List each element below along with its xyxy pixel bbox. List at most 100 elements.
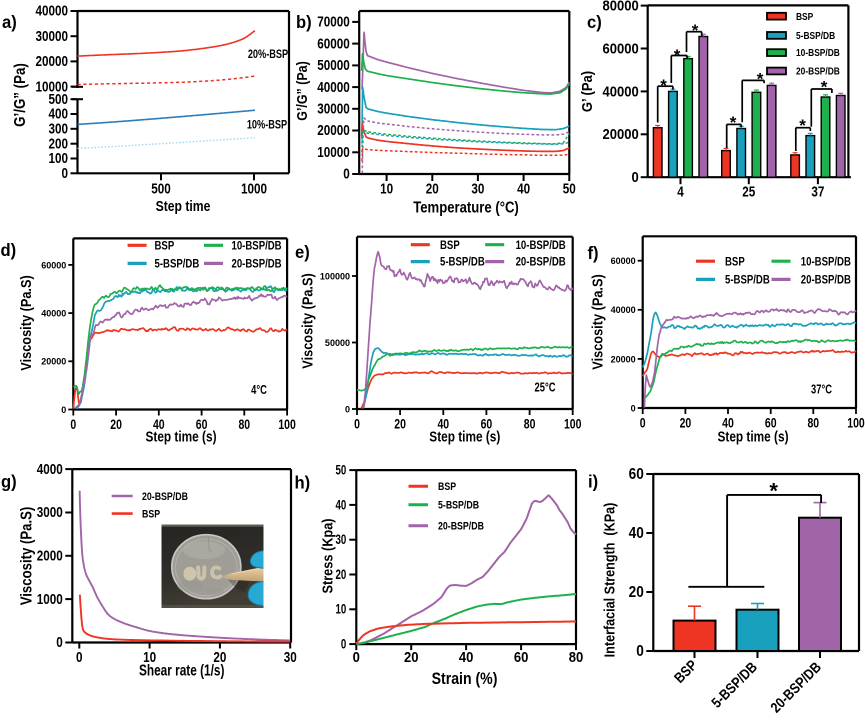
svg-text:37: 37 (811, 183, 824, 200)
svg-text:*: * (660, 76, 667, 95)
svg-text:40: 40 (459, 649, 474, 665)
svg-text:g): g) (1, 472, 17, 491)
svg-text:100000: 100000 (320, 271, 350, 281)
svg-text:60000: 60000 (317, 35, 350, 52)
svg-text:4: 4 (677, 183, 684, 200)
svg-text:BSP: BSP (796, 11, 814, 23)
svg-text:200: 200 (48, 135, 68, 152)
svg-text:10: 10 (380, 180, 393, 197)
svg-text:0: 0 (631, 168, 638, 185)
svg-text:10-BSP/DB: 10-BSP/DB (801, 255, 851, 268)
svg-text:50000: 50000 (317, 57, 350, 74)
svg-text:2000: 2000 (37, 547, 63, 564)
svg-text:*: * (769, 478, 778, 503)
svg-text:60000: 60000 (602, 40, 638, 57)
svg-text:30: 30 (335, 533, 346, 548)
svg-text:40000: 40000 (35, 2, 68, 19)
svg-text:10-BSP/DB: 10-BSP/DB (232, 239, 282, 252)
svg-text:10%-BSP: 10%-BSP (247, 120, 287, 132)
svg-text:20: 20 (426, 180, 439, 197)
svg-text:*: * (799, 116, 806, 135)
svg-text:30000: 30000 (35, 28, 68, 45)
svg-text:Step time (s): Step time (s) (429, 428, 500, 445)
svg-text:0: 0 (640, 415, 646, 431)
svg-text:a): a) (2, 13, 17, 32)
svg-text:20000: 20000 (611, 354, 636, 364)
svg-text:i): i) (588, 472, 598, 491)
svg-text:20: 20 (110, 417, 122, 433)
svg-text:40: 40 (153, 417, 165, 433)
svg-text:20: 20 (394, 416, 406, 432)
svg-text:0: 0 (636, 643, 644, 660)
svg-text:80: 80 (569, 649, 584, 665)
svg-text:80: 80 (238, 417, 250, 433)
svg-text:G’/G” (Pa): G’/G” (Pa) (294, 61, 310, 120)
svg-text:10: 10 (143, 649, 156, 666)
svg-text:80000: 80000 (602, 0, 638, 14)
svg-text:100: 100 (278, 417, 296, 433)
svg-text:40: 40 (437, 416, 449, 432)
svg-text:c): c) (587, 13, 602, 32)
svg-text:10-BSP/DB: 10-BSP/DB (516, 239, 566, 252)
svg-text:20%-BSP: 20%-BSP (248, 49, 288, 61)
svg-text:h): h) (295, 473, 311, 492)
svg-text:300: 300 (48, 120, 68, 137)
svg-text:5-BSP/DB: 5-BSP/DB (725, 274, 770, 287)
svg-text:40000: 40000 (41, 308, 66, 318)
svg-text:10000: 10000 (317, 144, 350, 161)
svg-text:5-BSP/DB: 5-BSP/DB (155, 258, 200, 271)
svg-text:20-BSP/DB: 20-BSP/DB (801, 274, 851, 287)
svg-text:*: * (674, 46, 681, 65)
svg-text:*: * (757, 70, 764, 89)
svg-text:5-BSP/DB: 5-BSP/DB (438, 500, 479, 512)
svg-text:Step time (s): Step time (s) (145, 428, 216, 445)
svg-text:G’ (Pa): G’ (Pa) (578, 71, 595, 112)
svg-text:25: 25 (742, 183, 755, 200)
svg-text:60: 60 (629, 466, 644, 483)
svg-text:0: 0 (343, 165, 350, 182)
svg-text:*: * (692, 21, 699, 40)
svg-text:20: 20 (680, 415, 692, 431)
svg-text:50000: 50000 (325, 338, 350, 348)
svg-text:40000: 40000 (602, 82, 638, 99)
svg-text:60: 60 (514, 649, 529, 665)
svg-text:40: 40 (629, 525, 644, 542)
svg-text:20000: 20000 (35, 53, 68, 70)
svg-text:BSP: BSP (142, 509, 160, 521)
svg-text:100: 100 (48, 150, 68, 167)
svg-text:60: 60 (196, 417, 208, 433)
svg-text:70000: 70000 (317, 13, 350, 30)
svg-text:20: 20 (629, 584, 644, 601)
svg-text:Temperature (°C): Temperature (°C) (413, 199, 519, 216)
svg-text:50: 50 (563, 180, 576, 197)
svg-text:10000: 10000 (35, 78, 68, 95)
svg-text:80: 80 (807, 415, 819, 431)
svg-text:60: 60 (765, 415, 777, 431)
svg-text:40: 40 (517, 180, 530, 197)
svg-text:60000: 60000 (41, 260, 66, 270)
svg-text:5-BSP/DB: 5-BSP/DB (440, 256, 485, 269)
svg-text:4000: 4000 (37, 460, 63, 477)
svg-text:20: 20 (404, 649, 419, 665)
svg-text:0: 0 (70, 417, 76, 433)
svg-text:5-BSP/DB: 5-BSP/DB (796, 30, 835, 42)
svg-text:500: 500 (48, 91, 68, 108)
svg-text:80: 80 (524, 416, 536, 432)
svg-text:400: 400 (48, 105, 68, 122)
svg-text:Viscosity (Pa.S): Viscosity (Pa.S) (590, 274, 606, 369)
svg-text:20-BSP/DB: 20-BSP/DB (516, 256, 566, 269)
svg-text:BSP: BSP (438, 481, 456, 493)
svg-text:0: 0 (76, 649, 83, 666)
svg-text:40: 40 (722, 415, 734, 431)
svg-text:0: 0 (354, 416, 360, 432)
svg-text:Shear rate (1/s): Shear rate (1/s) (139, 661, 224, 679)
svg-text:20: 20 (335, 567, 346, 582)
svg-text:Viscosity (Pa.S): Viscosity (Pa.S) (18, 275, 34, 370)
svg-text:0: 0 (631, 403, 636, 413)
svg-text:20-BSP/DB: 20-BSP/DB (142, 491, 188, 503)
svg-text:20000: 20000 (41, 356, 66, 366)
svg-text:f): f) (588, 244, 599, 263)
svg-text:20000: 20000 (317, 122, 350, 139)
svg-text:60000: 60000 (611, 256, 636, 266)
svg-text:Strain (%): Strain (%) (432, 670, 498, 688)
